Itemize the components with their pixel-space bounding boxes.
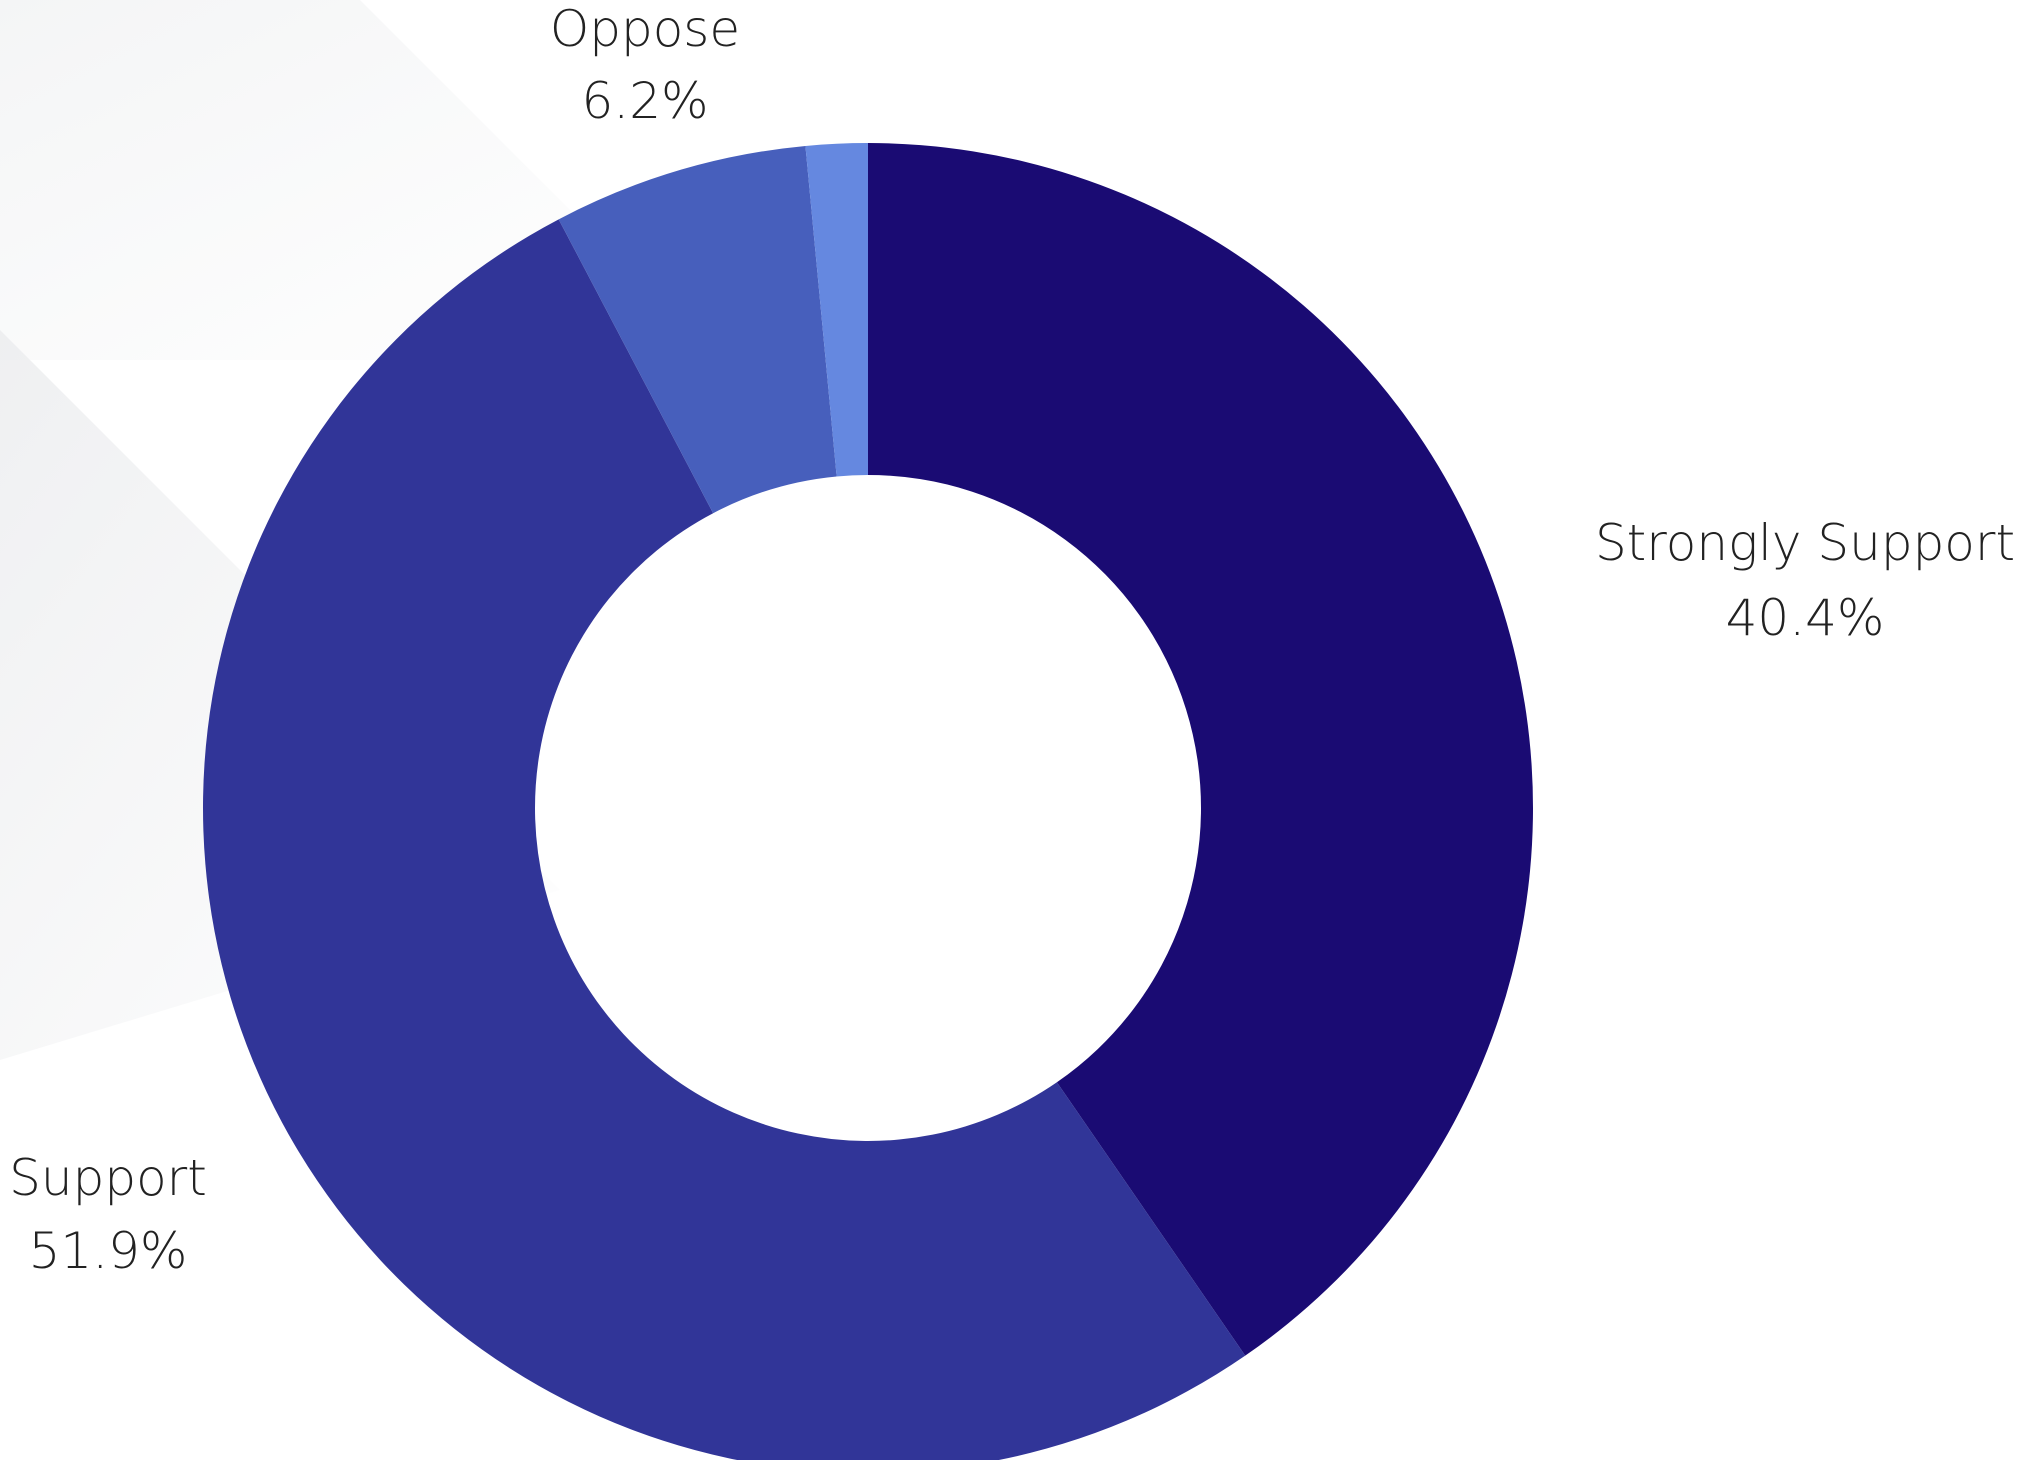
slice-labels: Strongly Support 40.4% Support 51.9% Oppose 6… xyxy=(9,0,2015,1280)
donut-slices xyxy=(203,143,1533,1460)
slice-label-name: Strongly Support xyxy=(1595,514,2015,572)
slice-label-value: 40.4% xyxy=(1726,589,1885,647)
slice-label-value: 51.9% xyxy=(29,1222,188,1280)
slice-label-name: Oppose xyxy=(550,0,740,58)
slice-label-value: 6.2% xyxy=(581,72,708,130)
slice-label-name: Support xyxy=(9,1149,207,1207)
donut-slice-oppose[interactable] xyxy=(558,145,837,514)
donut-slice-support[interactable] xyxy=(203,219,1246,1460)
donut-slice-strongly-support[interactable] xyxy=(868,143,1533,1356)
donut-slice-unlabeled[interactable] xyxy=(805,143,868,477)
